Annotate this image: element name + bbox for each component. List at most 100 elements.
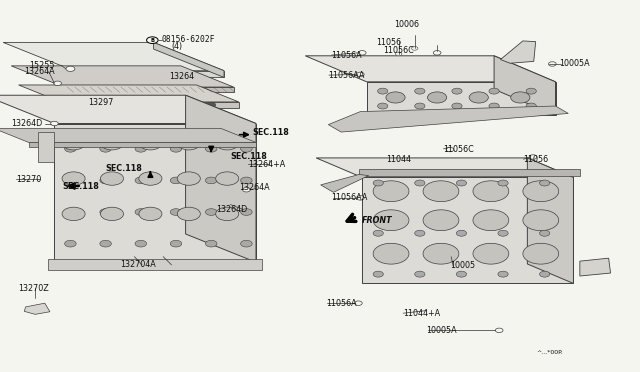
Circle shape [378, 88, 388, 94]
Circle shape [243, 187, 250, 192]
Text: 11056A: 11056A [326, 299, 357, 308]
Text: 13264A: 13264A [24, 67, 55, 76]
Polygon shape [48, 259, 262, 270]
Circle shape [100, 240, 111, 247]
Circle shape [456, 180, 467, 186]
Circle shape [135, 177, 147, 184]
Text: 13264+A: 13264+A [248, 160, 285, 169]
Text: SEC.118: SEC.118 [106, 164, 143, 173]
Circle shape [373, 230, 383, 236]
Circle shape [386, 92, 405, 103]
Circle shape [135, 209, 147, 215]
Text: 15255: 15255 [29, 61, 54, 70]
Circle shape [523, 210, 559, 231]
Circle shape [100, 177, 111, 184]
Text: 11056AA: 11056AA [332, 193, 368, 202]
Circle shape [433, 51, 441, 55]
Circle shape [205, 145, 217, 152]
Circle shape [415, 103, 425, 109]
Circle shape [473, 243, 509, 264]
Text: (4): (4) [172, 42, 182, 51]
Polygon shape [12, 66, 234, 87]
Circle shape [170, 145, 182, 152]
Polygon shape [74, 71, 224, 77]
Circle shape [373, 243, 409, 264]
Circle shape [456, 230, 467, 236]
Circle shape [373, 271, 383, 277]
Text: 13264D: 13264D [216, 205, 248, 214]
Circle shape [65, 240, 76, 247]
Text: 11056: 11056 [524, 155, 548, 164]
Circle shape [446, 147, 454, 152]
Circle shape [356, 196, 364, 200]
Text: 08156-6202F: 08156-6202F [162, 35, 216, 44]
Circle shape [85, 102, 94, 108]
Circle shape [423, 181, 459, 202]
Text: 10005: 10005 [451, 262, 476, 270]
Circle shape [428, 92, 447, 103]
Circle shape [216, 172, 239, 185]
Circle shape [241, 177, 252, 184]
Circle shape [498, 271, 508, 277]
Text: 10005A: 10005A [559, 60, 589, 68]
Circle shape [181, 102, 190, 108]
Circle shape [548, 62, 556, 66]
Circle shape [373, 181, 409, 202]
Circle shape [170, 240, 182, 247]
Polygon shape [500, 41, 536, 63]
Circle shape [373, 210, 409, 231]
Circle shape [452, 88, 462, 94]
Circle shape [177, 207, 200, 221]
Circle shape [415, 230, 425, 236]
Circle shape [177, 137, 200, 150]
Circle shape [135, 240, 147, 247]
Polygon shape [19, 85, 239, 102]
Circle shape [241, 209, 252, 215]
Circle shape [139, 137, 162, 150]
Circle shape [378, 103, 388, 109]
Circle shape [205, 177, 217, 184]
Circle shape [65, 209, 76, 215]
Circle shape [133, 102, 142, 108]
Circle shape [216, 137, 239, 150]
Text: 13270: 13270 [16, 175, 41, 184]
Circle shape [526, 103, 536, 109]
Circle shape [355, 301, 362, 305]
Circle shape [170, 209, 182, 215]
Polygon shape [321, 174, 369, 192]
Polygon shape [328, 106, 568, 132]
Circle shape [54, 81, 61, 86]
Circle shape [495, 328, 503, 333]
Circle shape [135, 145, 147, 152]
Polygon shape [61, 102, 239, 108]
Circle shape [529, 155, 537, 159]
Text: 10006: 10006 [394, 20, 419, 29]
Text: 13264A: 13264A [239, 183, 269, 192]
Circle shape [147, 37, 158, 44]
Polygon shape [305, 56, 556, 82]
Circle shape [456, 271, 467, 277]
Circle shape [523, 181, 559, 202]
Circle shape [51, 121, 58, 126]
Circle shape [396, 52, 402, 56]
Circle shape [489, 88, 499, 94]
Text: 13270Z: 13270Z [18, 284, 49, 293]
Circle shape [540, 271, 550, 277]
Polygon shape [527, 158, 573, 283]
Circle shape [170, 177, 182, 184]
Circle shape [423, 210, 459, 231]
Circle shape [511, 92, 530, 103]
Polygon shape [54, 124, 256, 262]
Circle shape [498, 230, 508, 236]
Polygon shape [362, 177, 573, 283]
Polygon shape [367, 82, 556, 115]
Text: 10005A: 10005A [426, 326, 457, 335]
Polygon shape [580, 258, 611, 276]
Polygon shape [3, 42, 224, 71]
Text: ^...*00P.: ^...*00P. [536, 350, 563, 355]
Circle shape [473, 181, 509, 202]
Circle shape [205, 240, 217, 247]
Circle shape [159, 102, 168, 108]
Text: SEC.118: SEC.118 [230, 153, 268, 161]
Circle shape [358, 51, 366, 55]
